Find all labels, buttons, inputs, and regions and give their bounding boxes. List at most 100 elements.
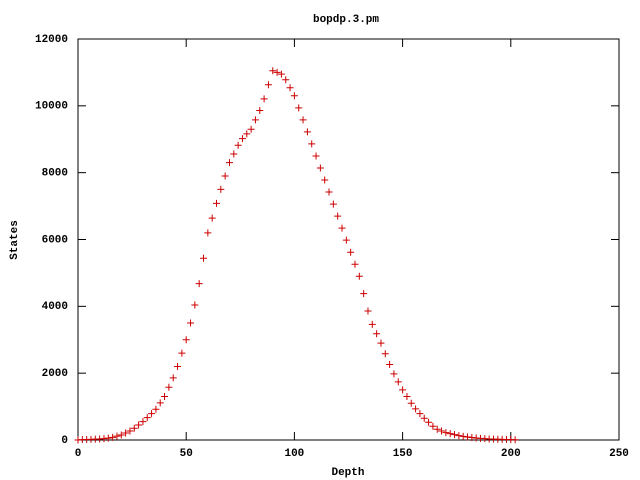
x-tick-label: 150 <box>393 448 413 460</box>
x-tick-label: 100 <box>284 448 304 460</box>
point <box>386 360 394 368</box>
point <box>165 383 173 391</box>
y-tick-label: 10000 <box>35 101 68 113</box>
point <box>368 320 376 328</box>
point <box>139 418 147 426</box>
point <box>117 431 125 439</box>
x-axis-label: Depth <box>331 467 364 479</box>
point <box>161 393 169 401</box>
point <box>182 336 190 344</box>
point <box>195 280 203 288</box>
chart-title: bopdp.3.pm <box>313 14 379 26</box>
x-tick-label: 0 <box>75 448 82 460</box>
point <box>420 414 428 422</box>
point <box>329 200 337 208</box>
x-tick-label: 200 <box>501 448 521 460</box>
point <box>373 330 381 338</box>
y-axis-label: States <box>9 220 21 260</box>
point <box>303 128 311 136</box>
point <box>130 424 138 432</box>
point <box>321 176 329 184</box>
point <box>416 410 424 418</box>
point <box>511 436 519 444</box>
point <box>247 125 255 133</box>
point <box>394 378 402 386</box>
point <box>113 432 121 440</box>
point <box>234 141 242 149</box>
y-tick-label: 4000 <box>42 301 68 313</box>
point <box>225 159 233 167</box>
point <box>290 92 298 100</box>
point <box>334 212 342 220</box>
point <box>364 307 372 315</box>
point <box>143 414 151 422</box>
point <box>191 301 199 309</box>
point <box>446 430 454 438</box>
y-tick-label: 0 <box>61 435 68 447</box>
point <box>178 349 186 357</box>
point <box>104 434 112 442</box>
point <box>126 427 134 435</box>
point <box>217 185 225 193</box>
point <box>264 81 272 89</box>
point <box>308 140 316 148</box>
point <box>342 236 350 244</box>
point <box>152 405 160 413</box>
point <box>273 68 281 76</box>
point <box>295 104 303 112</box>
y-tick-label: 2000 <box>42 368 68 380</box>
point <box>256 107 264 115</box>
point <box>390 370 398 378</box>
point <box>208 214 216 222</box>
point <box>403 393 411 401</box>
point <box>429 422 437 430</box>
y-tick-label: 8000 <box>42 168 68 180</box>
point <box>316 164 324 172</box>
point <box>238 135 246 143</box>
point <box>407 399 415 407</box>
point <box>109 433 117 441</box>
y-tick-label: 6000 <box>42 234 68 246</box>
point <box>312 152 320 160</box>
point <box>468 433 476 441</box>
x-tick-label: 250 <box>609 448 629 460</box>
point <box>187 319 195 327</box>
point <box>338 224 346 232</box>
point <box>451 431 459 439</box>
point <box>156 399 164 407</box>
point <box>122 429 130 437</box>
point <box>325 188 333 196</box>
point <box>399 386 407 394</box>
point <box>360 290 368 298</box>
point <box>286 84 294 92</box>
point <box>377 339 385 347</box>
y-tick-label: 12000 <box>35 34 68 46</box>
point <box>221 172 229 180</box>
point <box>135 421 143 429</box>
point <box>204 229 212 237</box>
point <box>438 427 446 435</box>
point <box>269 67 277 75</box>
point <box>230 150 238 158</box>
point <box>355 272 363 280</box>
point <box>260 95 268 103</box>
point <box>148 410 156 418</box>
point <box>277 70 285 78</box>
point <box>459 432 467 440</box>
point <box>455 432 463 440</box>
plot-border <box>77 38 620 441</box>
point <box>464 433 472 441</box>
point <box>442 429 450 437</box>
point <box>169 374 177 382</box>
point <box>433 425 441 433</box>
point <box>282 76 290 84</box>
point <box>174 362 182 370</box>
point <box>212 199 220 207</box>
point <box>299 116 307 124</box>
point <box>412 405 420 413</box>
point <box>347 248 355 256</box>
point <box>381 350 389 358</box>
point <box>251 116 259 124</box>
point <box>100 435 108 443</box>
